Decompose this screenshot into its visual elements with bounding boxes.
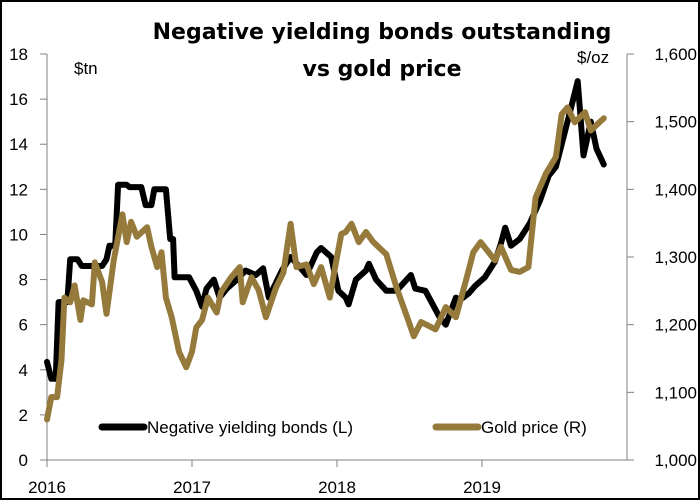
right-tick-label: 1,100 [654,383,697,402]
left-tick-label: 8 [19,271,28,290]
left-tick-label: 2 [19,406,28,425]
left-tick-label: 12 [9,180,28,199]
x-tick-label: 2017 [173,478,211,497]
left-tick-label: 4 [19,361,28,380]
left-tick-label: 14 [9,135,28,154]
left-axis-unit: $tn [74,59,98,78]
series-line-bonds [44,78,607,382]
series-line-gold [44,104,607,423]
legend-label-gold: Gold price (R) [481,418,587,437]
legend: Negative yielding bonds (L) Gold price (… [98,418,587,437]
right-tick-label: 1,500 [654,113,697,132]
x-tick-label: 2018 [318,478,356,497]
chart-title-line-2: vs gold price [302,57,461,82]
x-tick-label: 2016 [28,478,66,497]
x-tick-label: 2019 [463,478,501,497]
left-tick-label: 16 [9,90,28,109]
right-tick-label: 1,200 [654,316,697,335]
right-axis-unit: $/oz [577,48,609,67]
left-tick-label: 18 [9,45,28,64]
right-tick-label: 1,400 [654,180,697,199]
left-tick-label: 0 [19,451,28,470]
right-tick-label: 1,600 [654,45,697,64]
left-tick-label: 10 [9,225,28,244]
chart-title-line-1: Negative yielding bonds outstanding [153,20,612,45]
right-tick-label: 1,300 [654,248,697,267]
right-tick-label: 1,000 [654,451,697,470]
legend-label-bonds: Negative yielding bonds (L) [147,418,353,437]
left-tick-label: 6 [19,316,28,335]
